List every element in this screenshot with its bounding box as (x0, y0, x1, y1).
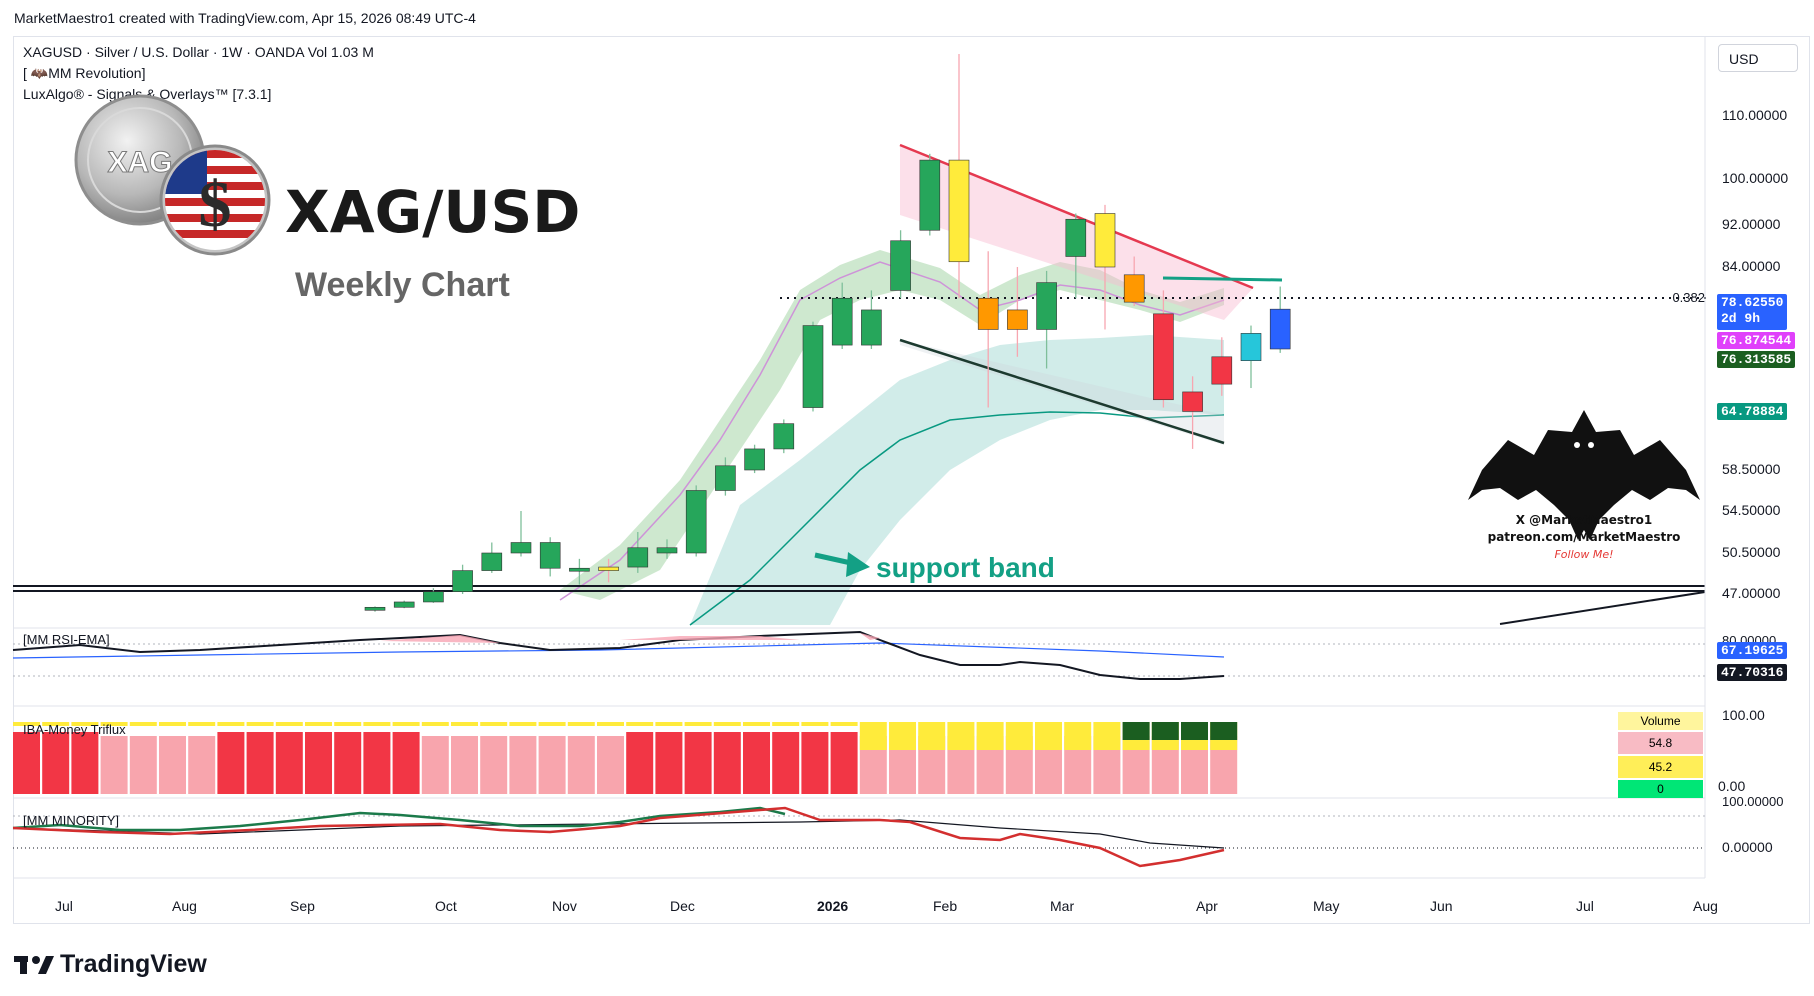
volume-value-1: 54.8 (1618, 732, 1703, 754)
time-tick-label: Jun (1430, 898, 1453, 914)
green-price-tag: 64.78884 (1717, 403, 1788, 420)
price-tick-label: 92.00000 (1722, 216, 1781, 232)
price-tick-label: 58.50000 (1722, 461, 1781, 477)
rsi-panel-label[interactable]: [MM RSI-EMA] (23, 632, 110, 647)
minority-panel-label[interactable]: [MM MINORITY] (23, 813, 120, 828)
price-tick-label: 84.00000 (1722, 258, 1781, 274)
time-tick-label: Feb (933, 898, 958, 914)
triflux-volume-box: Volume 54.8 45.2 0 (1618, 712, 1703, 798)
time-tick-label: Apr (1196, 898, 1218, 914)
time-tick-label: Mar (1050, 898, 1075, 914)
time-tick-label: May (1313, 898, 1340, 914)
indicator-legend-2[interactable]: LuxAlgo® - Signals & Overlays™ [7.3.1] (23, 86, 272, 102)
symbol-legend[interactable]: XAGUSD · Silver / U.S. Dollar · 1W · OAN… (23, 44, 374, 60)
triflux-axis-top: 100.00 (1722, 707, 1765, 723)
volume-title: Volume (1618, 712, 1703, 730)
rsi-black-tag: 47.70316 (1717, 664, 1788, 681)
last-price-tag: 78.62550 2d 9h (1717, 294, 1788, 330)
triflux-panel-label[interactable]: IBA-Money Triflux (23, 722, 126, 737)
currency-button[interactable]: USD (1718, 44, 1798, 72)
rsi-blue-tag: 67.19625 (1717, 642, 1788, 659)
time-tick-label: Nov (552, 898, 577, 914)
bar-countdown: 2d 9h (1721, 311, 1761, 326)
time-tick-label: Aug (1693, 898, 1718, 914)
volume-value-3: 0 (1618, 780, 1703, 798)
indicator-legend-1[interactable]: [ 🦇MM Revolution] (23, 65, 146, 81)
price-tick-label: 47.00000 (1722, 585, 1781, 601)
last-price-value: 78.62550 (1721, 295, 1784, 310)
chart-frame (13, 36, 1810, 924)
price-tick-label: 50.50000 (1722, 544, 1781, 560)
tradingview-logo-text: TradingView (60, 950, 207, 978)
chart-credit: MarketMaestro1 created with TradingView.… (14, 10, 476, 26)
time-tick-label: Jul (1576, 898, 1594, 914)
tradingview-logo[interactable]: TradingView (14, 950, 207, 979)
volume-value-2: 45.2 (1618, 756, 1703, 778)
dark-green-price-tag: 76.313585 (1717, 351, 1796, 368)
price-tick-label: 110.00000 (1722, 107, 1788, 123)
tradingview-logo-icon (14, 955, 54, 974)
minority-axis-zero: 0.00000 (1722, 839, 1773, 855)
price-tick-label: 100.00000 (1722, 170, 1789, 186)
time-tick-label: Aug (172, 898, 197, 914)
time-tick-label: Sep (290, 898, 315, 914)
time-tick-label: 2026 (817, 898, 849, 914)
magenta-price-tag: 76.874544 (1717, 332, 1796, 349)
price-tick-label: 54.50000 (1722, 502, 1781, 518)
minority-axis-top: 100.00000 (1722, 794, 1784, 809)
time-tick-label: Dec (670, 898, 695, 914)
time-tick-label: Oct (435, 898, 457, 914)
time-tick-label: Jul (55, 898, 73, 914)
